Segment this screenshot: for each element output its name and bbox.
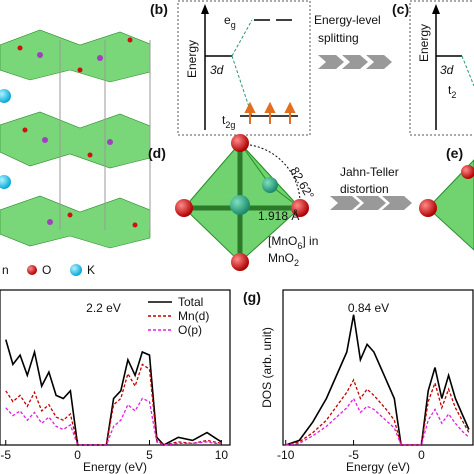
level-main: t — [448, 83, 452, 97]
panel-d: (d) 82.62° 1.918 Å [MnO6] in MnO2 — [148, 134, 318, 271]
caption: Energy-level — [314, 13, 381, 27]
unit-sub: 6 — [297, 241, 302, 251]
panel-label: (g) — [243, 289, 261, 305]
unit-sub: 2 — [294, 258, 299, 268]
caption: Jahn-Teller — [340, 165, 399, 179]
x-tick-label: -5 — [0, 448, 11, 462]
x-tick-label: 10 — [215, 448, 229, 462]
level-label: 3d — [440, 63, 454, 77]
plot-frame — [282, 289, 474, 446]
legend-label: O — [42, 263, 51, 277]
unit-label: MnO2 — [268, 251, 299, 268]
axis-label: Energy — [185, 40, 199, 78]
unit-part: ] in — [302, 234, 318, 248]
dos-line — [285, 314, 470, 446]
annotation: 0.84 eV — [348, 301, 389, 315]
level-label: eg — [224, 13, 236, 30]
dos-line — [5, 363, 222, 446]
axis-label: Energy — [417, 24, 431, 62]
panel-b: (b) Energy 3d eg t2g — [150, 0, 311, 136]
dos-line — [5, 339, 222, 446]
crystal-structure: n O K — [0, 29, 151, 277]
panel-label: (c) — [392, 1, 409, 17]
level-label: t2 — [448, 83, 456, 100]
legend-label: n — [2, 263, 9, 277]
level-main: e — [224, 13, 231, 27]
panel-e: (e) — [419, 145, 474, 251]
level-label: t2g — [222, 113, 235, 130]
legend-label: K — [87, 263, 95, 277]
bond-label: 1.918 Å — [258, 208, 299, 223]
legend-label: Total — [178, 295, 203, 309]
dos-line — [285, 397, 470, 446]
plot-frame — [0, 289, 231, 446]
annotation: 2.2 eV — [86, 301, 121, 315]
x-axis-label: Energy (eV) — [346, 460, 410, 474]
dos-line — [5, 397, 222, 446]
legend-label: O(p) — [178, 323, 202, 337]
x-tick-label: 0 — [418, 448, 425, 462]
panel-label: (b) — [150, 1, 168, 17]
arrows — [330, 196, 412, 210]
unit-label: [MnO6] in — [268, 234, 318, 251]
legend-label: Mn(d) — [178, 309, 209, 323]
y-axis-label: DOS (arb. unit) — [260, 327, 274, 408]
panel-label: (e) — [446, 145, 463, 161]
level-sub: 2g — [225, 120, 235, 130]
level-main: t — [222, 113, 226, 127]
panel-label: (d) — [148, 145, 166, 161]
unit-part: MnO — [268, 251, 294, 265]
x-tick-label: 5 — [146, 448, 153, 462]
panel-c: (c) Energy 3d t2 — [392, 0, 474, 136]
caption: distortion — [340, 182, 389, 196]
caption: splitting — [318, 31, 359, 45]
angle-label: 82.62° — [287, 165, 317, 202]
arrows — [318, 55, 392, 69]
x-tick-label: 0 — [74, 448, 81, 462]
level-label: 3d — [210, 63, 224, 77]
x-tick-label: -10 — [277, 448, 295, 462]
x-axis-label: Energy (eV) — [83, 460, 147, 474]
unit-part: [MnO — [268, 234, 297, 248]
dos-line — [285, 378, 470, 446]
level-sub: g — [231, 20, 236, 30]
level-sub: 2 — [451, 90, 456, 100]
x-tick-label: -5 — [348, 448, 359, 462]
